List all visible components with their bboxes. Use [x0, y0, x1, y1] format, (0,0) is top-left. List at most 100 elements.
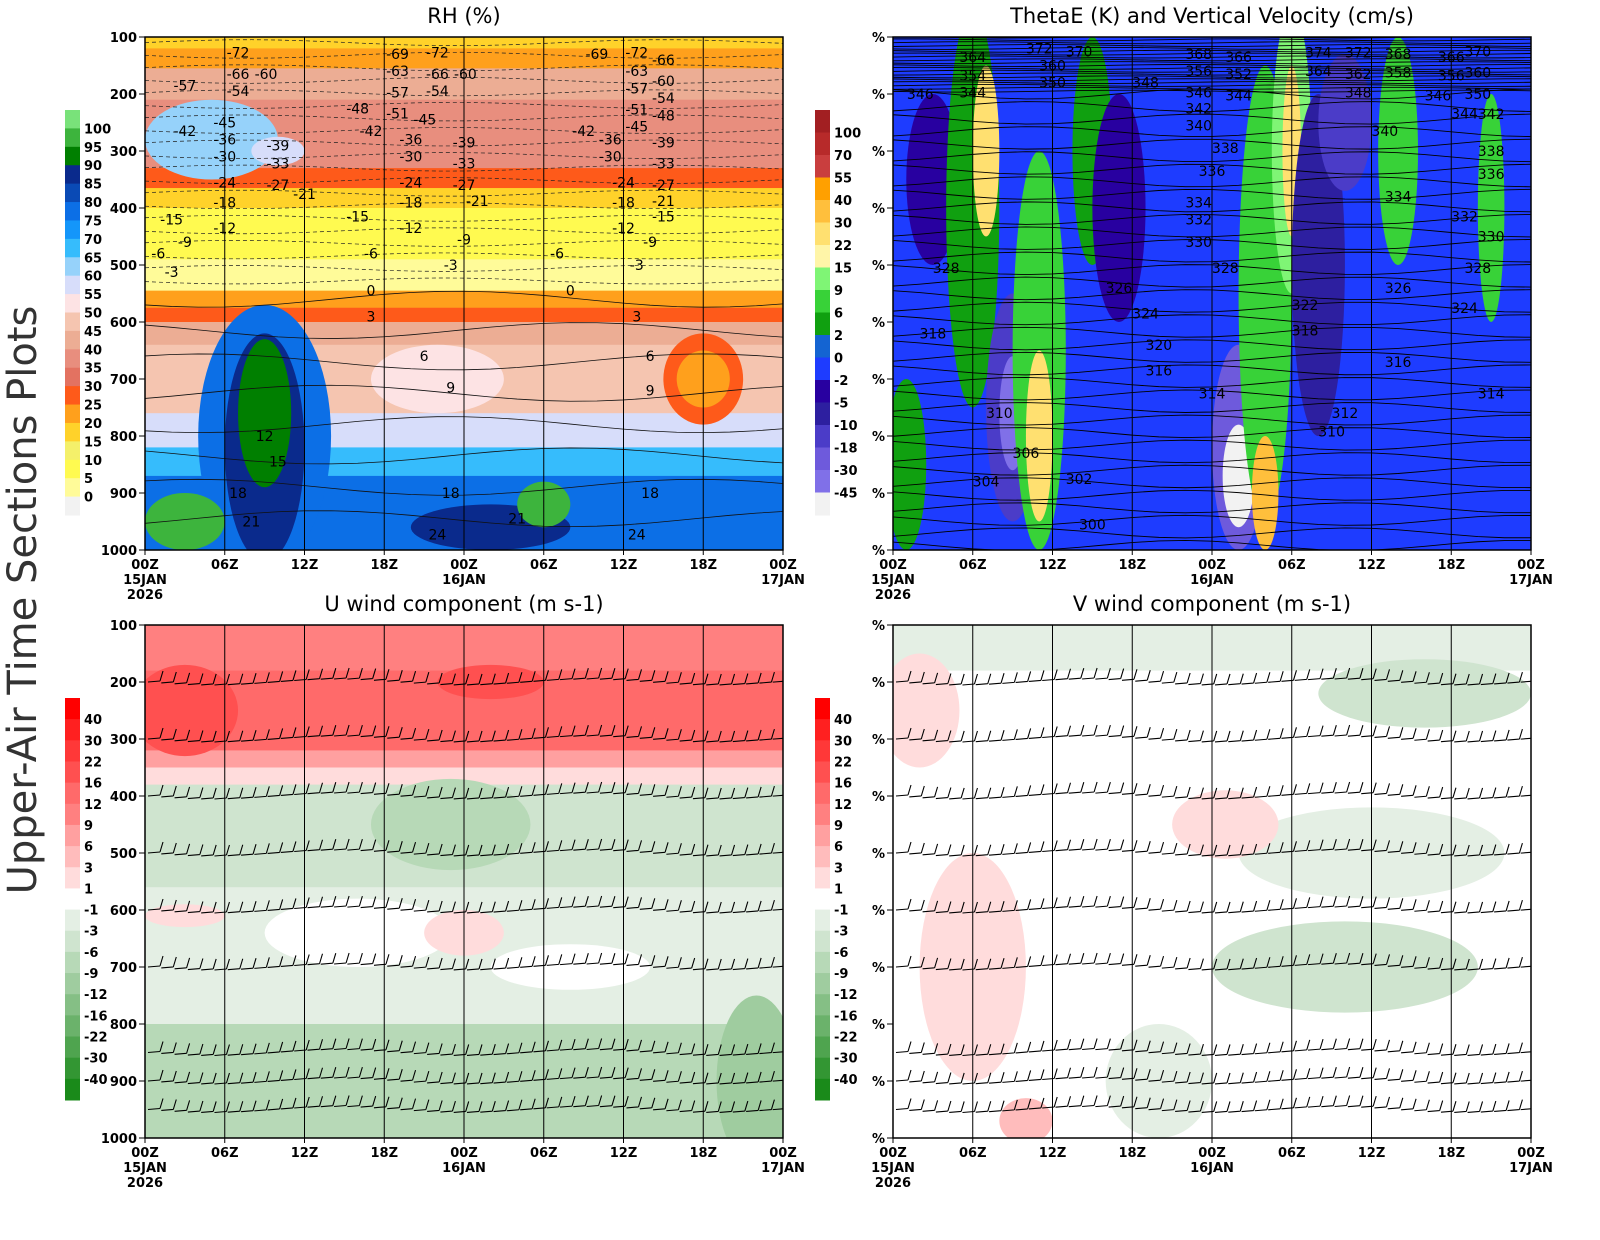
wind-barb: [1334, 724, 1351, 737]
wind-barb: [493, 900, 510, 913]
temperature-contour: [145, 265, 783, 272]
wind-barb: [1161, 1099, 1178, 1112]
wind-barb: [1294, 1096, 1311, 1109]
wind-barb: [413, 1070, 430, 1083]
wind-barb: [147, 898, 164, 911]
wind-barb: [1268, 785, 1284, 797]
wind-barb: [1002, 957, 1018, 969]
wind-barb: [1268, 842, 1284, 854]
x-tick-label: 12Z: [291, 1146, 319, 1161]
colorbar-label: 30: [84, 734, 102, 749]
x-tick-label: 00Z: [1517, 1146, 1545, 1161]
colorbar-label: 30: [834, 217, 852, 232]
wind-barb: [1507, 785, 1523, 798]
wind-barb: [466, 1101, 483, 1114]
wind-barb: [935, 730, 952, 743]
y-tick-label: %: [872, 202, 885, 217]
wind-barb: [360, 782, 377, 795]
contour-label: -21: [466, 194, 489, 210]
wind-barb: [1427, 786, 1444, 799]
contour-label: 358: [1385, 66, 1412, 82]
y-tick-label: %: [872, 1132, 885, 1147]
wind-barb: [559, 668, 576, 681]
wind-barb: [1480, 1072, 1497, 1085]
wind-barb: [1082, 1095, 1098, 1108]
wind-barb: [280, 1069, 297, 1081]
colorbar-label: 3: [84, 861, 93, 876]
wind-barb: [227, 901, 244, 914]
wind-barb: [1387, 727, 1404, 739]
wind-barb: [1387, 670, 1404, 682]
colorbar-label: 95: [84, 141, 102, 156]
temperature-contour: [145, 189, 783, 197]
contour-label: 360: [1039, 59, 1066, 75]
wind-barb: [706, 1044, 722, 1057]
wind-barb: [1467, 958, 1484, 971]
wind-barb: [1480, 787, 1497, 800]
colorbar-label: 6: [834, 840, 843, 855]
contour-label: -9: [643, 235, 657, 251]
colorbar-swatch: [65, 761, 80, 784]
wind-barb: [599, 725, 616, 737]
contour-label: 364: [1305, 64, 1332, 80]
thetae-contour: [896, 37, 1448, 39]
shading-region: [370, 778, 531, 871]
wind-barb: [347, 1095, 363, 1108]
shading-region: [238, 339, 292, 488]
x-tick-label: 00Z: [131, 558, 159, 573]
wind-barb: [1467, 844, 1484, 857]
wind-barb: [759, 671, 775, 684]
wind-barb: [626, 840, 643, 852]
colorbar-label: -3: [834, 925, 848, 940]
wind-barb: [1055, 1067, 1072, 1080]
contour-label: 0: [366, 284, 375, 300]
contour-label: 374: [1305, 46, 1332, 62]
contour-label: 15: [269, 455, 287, 471]
colorbar-u: 40 30 22 16 12 9 6 3 1 -1 -3 -6 -9 -12 -16 -22 -30 -40: [65, 698, 108, 1101]
wind-barb: [1175, 843, 1191, 856]
contour-label: 316: [1385, 355, 1412, 371]
colorbar-label: 22: [834, 755, 852, 770]
wind-barb: [746, 843, 762, 856]
colorbar-label: -22: [834, 1031, 858, 1046]
x-tick-label: 00Z: [450, 1146, 478, 1161]
wind-barb: [1015, 785, 1032, 797]
colorbar-label: -9: [84, 967, 98, 982]
contour-label: 306: [1013, 446, 1040, 462]
wind-barb: [1414, 1042, 1430, 1055]
colorbar-label: 70: [834, 149, 852, 164]
wind-barb: [1467, 901, 1484, 914]
y-tick-label: %: [872, 487, 885, 502]
wind-barb: [1454, 844, 1470, 857]
wind-barb: [573, 1038, 589, 1051]
contour-label: -72: [625, 46, 648, 62]
wind-barb: [626, 1068, 643, 1080]
colorbar-swatch: [815, 930, 830, 953]
contour-label: 336: [1199, 164, 1226, 180]
wind-barb: [440, 1100, 456, 1113]
wind-barb: [949, 958, 965, 971]
colorbar-label: 40: [84, 343, 102, 358]
wind-barb: [639, 670, 656, 682]
wind-barb: [1015, 1098, 1032, 1111]
wind-barb: [1374, 897, 1391, 909]
colorbar-swatch: [815, 1015, 830, 1038]
x-tick-label: 00Z: [879, 558, 907, 573]
wind-barb: [1028, 1069, 1045, 1081]
wind-barb: [320, 1067, 337, 1079]
colorbar-swatch: [815, 380, 830, 403]
wind-barb: [1254, 1042, 1271, 1055]
wind-barb: [147, 670, 164, 683]
colorbar-swatch: [65, 220, 80, 240]
contour-label: 346: [1425, 88, 1452, 104]
shading-region: [145, 99, 278, 180]
contour-label: 3: [632, 309, 641, 325]
wind-barb: [1254, 843, 1271, 855]
wind-barb: [559, 1067, 576, 1080]
wind-barb: [1241, 900, 1258, 913]
contour-label: 336: [1478, 167, 1505, 183]
contour-label: -27: [266, 178, 289, 194]
wind-barb: [1028, 898, 1045, 910]
wind-barb: [759, 1042, 775, 1055]
contour-label: -51: [386, 107, 409, 123]
